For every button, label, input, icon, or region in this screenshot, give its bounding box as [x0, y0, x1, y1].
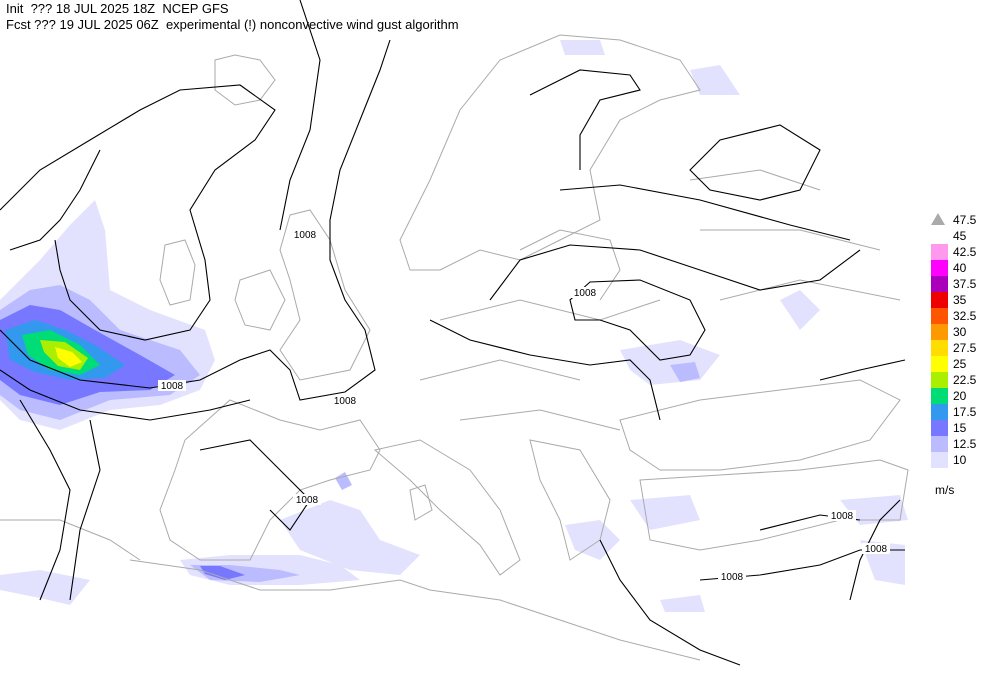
legend-swatch	[931, 276, 948, 292]
legend-label: 32.5	[953, 309, 977, 323]
legend-label: 17.5	[953, 405, 977, 419]
isobar-label-bg	[571, 287, 599, 298]
legend-label: 15	[953, 421, 967, 435]
wind-shading	[0, 40, 908, 612]
legend: 47.5 45 42.5 40 37.5 35 32.5 30 27.5 25 22.5 20 17.5…	[931, 213, 977, 497]
legend-label: 25	[953, 357, 967, 371]
legend-swatch	[931, 452, 948, 468]
legend-marker	[931, 213, 945, 225]
isobar-label: 1008	[865, 544, 888, 555]
legend-label: 22.5	[953, 373, 977, 387]
legend-label: 12.5	[953, 437, 977, 451]
legend-swatch	[931, 356, 948, 372]
isobar-label-bg	[828, 510, 856, 521]
header-line: Init ??? 18 JUL 2025 18Z NCEP GFS	[6, 1, 229, 16]
legend-swatch	[931, 340, 948, 356]
isobar-label: 1008	[721, 572, 744, 583]
legend-label: 27.5	[953, 341, 977, 355]
legend-swatch	[931, 404, 948, 420]
isobar-label: 1008	[831, 511, 854, 522]
legend-swatch	[931, 244, 948, 260]
legend-label: 37.5	[953, 277, 977, 291]
isobar-label-bg	[158, 380, 186, 391]
legend-swatch	[931, 260, 948, 276]
legend-label: 45	[953, 229, 967, 243]
legend-label: 42.5	[953, 245, 977, 259]
legend-label: 10	[953, 453, 967, 467]
isobar-label-bg	[331, 395, 359, 406]
isobar-label-bg	[291, 229, 319, 240]
legend-label: 35	[953, 293, 967, 307]
isobar-label-bg	[862, 543, 890, 554]
isobar-label: 1008	[296, 495, 319, 506]
isobar-label-bg	[718, 571, 746, 582]
legend-swatch	[931, 388, 948, 404]
isobar-labels: 1008 1008 1008 1008 1008 1008 1008 1008	[158, 229, 890, 583]
coastlines	[0, 34, 909, 661]
legend-swatch	[931, 308, 948, 324]
legend-swatch	[931, 292, 948, 308]
legend-swatch	[931, 324, 948, 340]
isobars	[0, 0, 906, 666]
legend-label: 20	[953, 389, 967, 403]
isobar-label: 1008	[161, 381, 184, 392]
isobar-label: 1008	[574, 288, 597, 299]
legend-label: 30	[953, 325, 967, 339]
legend-unit: m/s	[935, 483, 954, 497]
legend-swatch	[931, 436, 948, 452]
legend-swatch	[931, 372, 948, 388]
legend-label: 40	[953, 261, 967, 275]
legend-swatch	[931, 420, 948, 436]
isobar-label-bg	[293, 494, 321, 505]
legend-label: 47.5	[953, 213, 977, 227]
header-line: Fcst ??? 19 JUL 2025 06Z experimental (!…	[6, 17, 459, 32]
legend-swatch	[931, 228, 948, 244]
isobar-label: 1008	[294, 230, 317, 241]
isobar-label: 1008	[334, 396, 357, 407]
